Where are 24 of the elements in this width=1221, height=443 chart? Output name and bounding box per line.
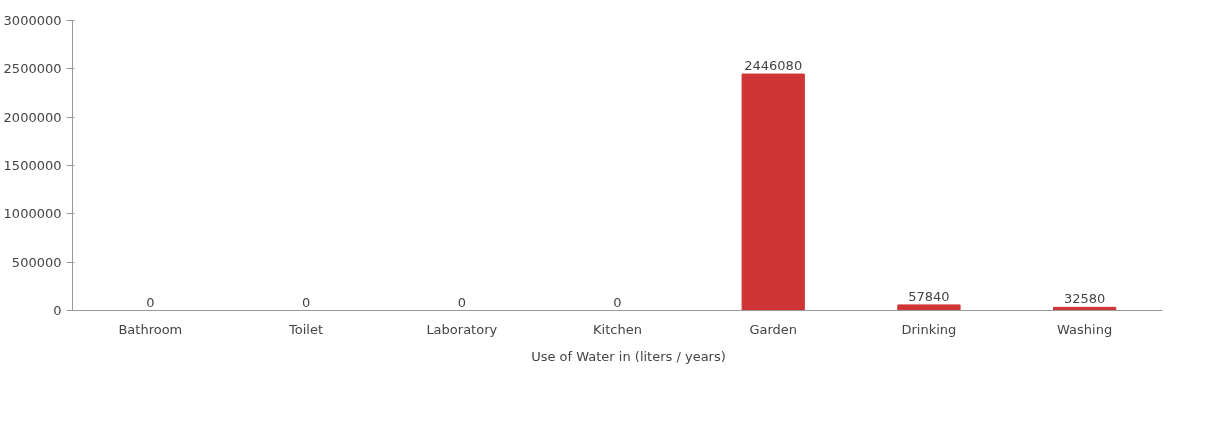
data-label: 0 bbox=[457, 294, 466, 310]
data-label: 2446080 bbox=[744, 58, 803, 74]
x-tick-label: Drinking bbox=[901, 321, 957, 337]
data-label: 0 bbox=[301, 294, 311, 310]
data-label: 32580 bbox=[1063, 291, 1106, 307]
bar bbox=[741, 73, 805, 311]
y-tick-label: 1500000 bbox=[3, 158, 62, 173]
data-label: 0 bbox=[146, 294, 155, 310]
y-tick-label: 2000000 bbox=[3, 109, 62, 125]
y-tick-label: 500000 bbox=[11, 254, 62, 270]
data-label: 0 bbox=[613, 294, 622, 310]
x-tick-label: Kitchen bbox=[593, 321, 642, 337]
y-tick-label: 1000000 bbox=[3, 206, 62, 222]
x-tick-label: Bathroom bbox=[118, 321, 183, 337]
x-tick-label: Garden bbox=[749, 321, 798, 337]
x-tick-label: Laboratory bbox=[426, 321, 498, 337]
x-tick-label: Toilet bbox=[288, 321, 324, 337]
data-label: 57840 bbox=[908, 288, 950, 304]
y-tick-label: 3000000 bbox=[3, 13, 62, 28]
bar bbox=[897, 304, 961, 311]
y-tick-label: 2500000 bbox=[3, 61, 62, 77]
x-tick-label: Washing bbox=[1057, 321, 1113, 337]
y-tick-label: 0 bbox=[53, 303, 62, 318]
text: Use of Water in (liters / years) bbox=[531, 348, 726, 364]
